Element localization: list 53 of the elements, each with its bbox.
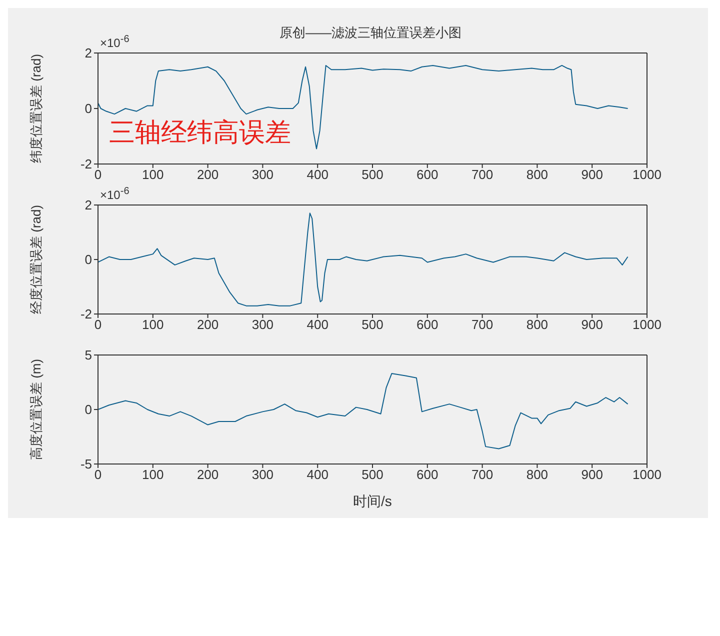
x-axis-title: 时间/s xyxy=(353,493,392,509)
x-tick-label: 400 xyxy=(306,167,328,182)
y-tick-label: 0 xyxy=(84,101,92,116)
y-axis-title: 高度位置误差 (m) xyxy=(28,358,44,460)
x-tick-label: 400 xyxy=(306,317,328,332)
line-series xyxy=(98,212,628,306)
x-tick-label: 0 xyxy=(94,167,102,182)
x-tick-label: 200 xyxy=(196,167,219,182)
line-series xyxy=(98,64,628,150)
y-axis-title: 纬度位置误差 (rad) xyxy=(28,54,44,164)
text: ×10$^{-6}$ xyxy=(100,186,130,202)
x-tick-label: 300 xyxy=(252,317,274,332)
x-tick-label: 600 xyxy=(416,467,438,482)
y-tick-label: -2 xyxy=(80,156,92,172)
x-tick-label: 400 xyxy=(306,467,328,482)
x-tick-label: 100 xyxy=(142,317,164,332)
y-tick-label: 5 xyxy=(84,348,92,363)
x-tick-label: 200 xyxy=(196,467,219,482)
x-tick-label: 900 xyxy=(581,467,603,482)
x-tick-label: 300 xyxy=(252,467,274,482)
y-tick-label: 0 xyxy=(84,402,92,418)
x-tick-label: 800 xyxy=(526,467,548,482)
x-tick-label: 0 xyxy=(94,317,102,332)
x-tick-label: 0 xyxy=(94,467,102,482)
x-tick-label: 700 xyxy=(471,467,494,482)
x-tick-label: 100 xyxy=(142,467,164,482)
x-tick-label: 900 xyxy=(581,167,603,182)
annotation: 三轴经纬高误差 xyxy=(109,117,291,147)
x-tick-label: 1000 xyxy=(632,167,662,182)
x-tick-label: 100 xyxy=(142,167,164,182)
chart-title: 原创——滤波三轴位置误差小图 xyxy=(280,25,462,40)
line-series xyxy=(98,373,628,450)
x-tick-label: 900 xyxy=(581,317,603,332)
x-tick-label: 700 xyxy=(471,167,494,182)
x-tick-label: 1000 xyxy=(632,467,662,482)
x-tick-label: 500 xyxy=(362,167,384,182)
x-tick-label: 200 xyxy=(196,317,219,332)
x-tick-label: 300 xyxy=(252,167,274,182)
y-tick-label: -2 xyxy=(80,306,92,322)
y-tick-label: 2 xyxy=(84,198,92,213)
x-tick-label: 500 xyxy=(362,467,384,482)
x-tick-label: 800 xyxy=(526,317,548,332)
x-tick-label: 600 xyxy=(416,167,438,182)
y-tick-label: 0 xyxy=(84,252,92,268)
y-axis-title: 经度位置误差 (rad) xyxy=(28,204,44,314)
x-tick-label: 600 xyxy=(416,317,438,332)
x-tick-label: 700 xyxy=(471,317,494,332)
x-tick-label: 800 xyxy=(526,167,548,182)
y-tick-label: 2 xyxy=(84,46,92,61)
x-tick-label: 500 xyxy=(362,317,384,332)
y-tick-label: -5 xyxy=(80,456,92,472)
x-tick-label: 1000 xyxy=(632,317,662,332)
text: ×10$^{-6}$ xyxy=(100,34,130,50)
